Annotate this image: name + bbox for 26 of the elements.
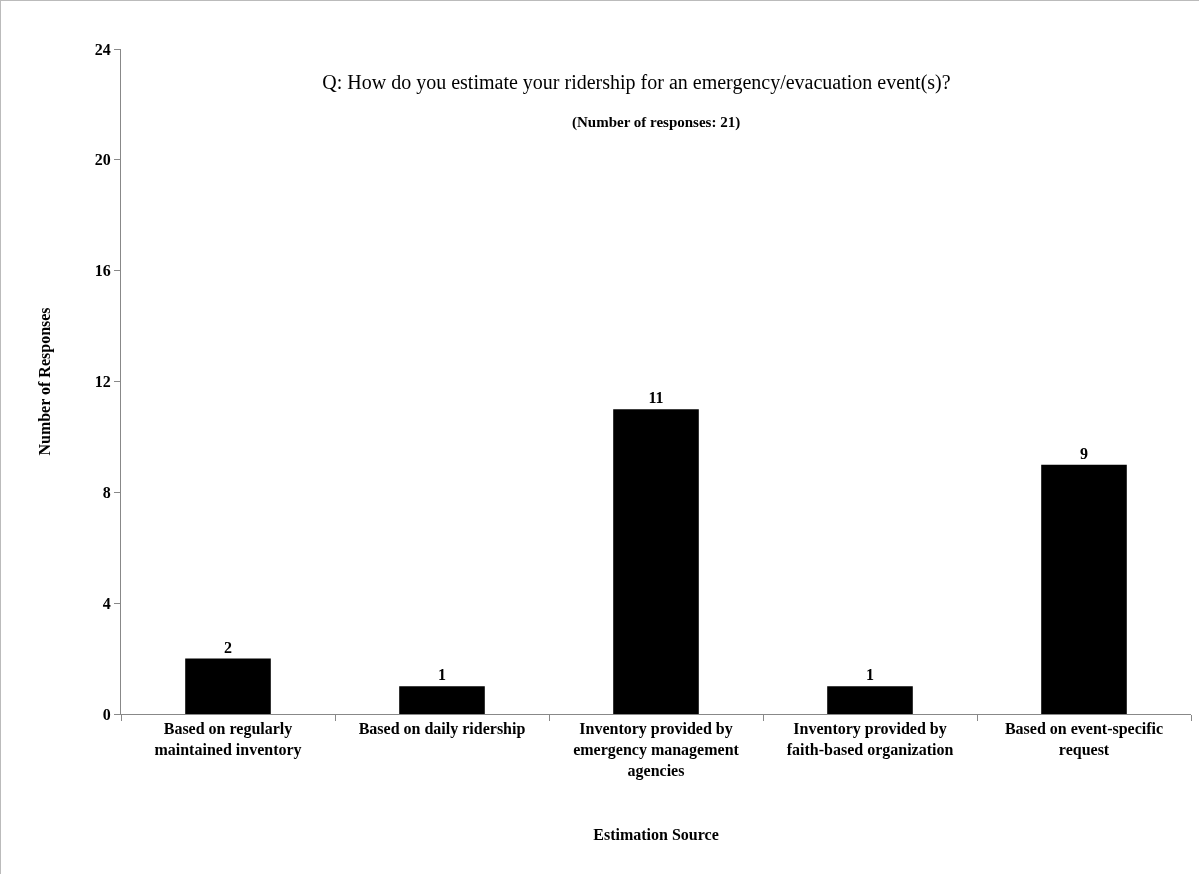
y-tick-label: 20 (94, 151, 111, 169)
x-tick-label: Inventory provided by emergency management agencies (573, 720, 740, 780)
y-axis-title: Number of Responses (35, 307, 54, 456)
y-tick-label: 12 (94, 373, 111, 391)
x-axis-title: Estimation Source (593, 826, 719, 844)
y-tick-label: 4 (102, 594, 111, 612)
x-tick-label: Based on regularly maintained inventory (154, 720, 302, 759)
data-label: 1 (438, 666, 446, 684)
bar (827, 686, 913, 714)
bar (399, 686, 485, 714)
bar (1041, 464, 1127, 714)
x-tick-label: Inventory provided by faith-based organization (786, 720, 954, 759)
data-label: 1 (866, 666, 874, 684)
y-tick-label: 8 (102, 483, 111, 501)
y-tick-label: 24 (94, 40, 111, 58)
data-label: 2 (224, 638, 232, 656)
x-tick-label: Based on daily ridership (358, 720, 526, 739)
text: Q: How do you estimate your ridership for an emergency/evacuation event(s)? (322, 71, 951, 95)
bar (613, 409, 699, 714)
data-label: 9 (1080, 444, 1088, 462)
x-tick-label: Based on event-specific request (1004, 720, 1164, 759)
y-tick-label: 16 (94, 262, 111, 280)
text: (Number of responses: 21) (572, 114, 741, 131)
data-label: 11 (648, 389, 664, 407)
y-tick-label: 0 (102, 705, 111, 723)
bar (185, 658, 271, 714)
